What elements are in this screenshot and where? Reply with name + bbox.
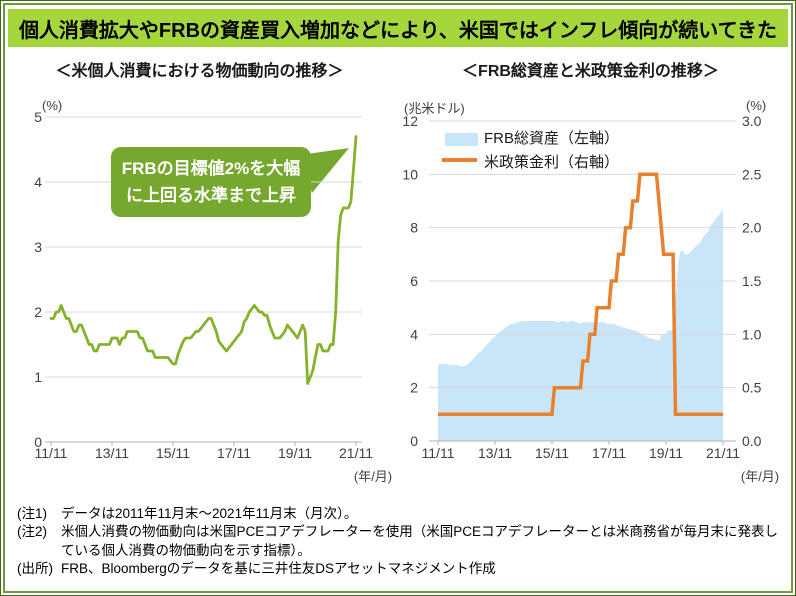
svg-text:19/11: 19/11 [649,445,683,461]
svg-text:21/11: 21/11 [339,445,373,461]
svg-text:12: 12 [402,113,418,129]
svg-text:13/11: 13/11 [478,445,512,461]
policy-rate-legend-label: 米政策金利（右軸） [484,154,620,171]
left-chart-title: ＜米個人消費における物価動向の推移＞ [55,63,344,80]
svg-text:0: 0 [410,433,418,449]
svg-text:0.5: 0.5 [742,380,762,396]
callout-line-1: FRBの目標値2%を大幅 [121,158,301,178]
svg-text:15/11: 15/11 [156,445,190,461]
svg-text:4: 4 [410,326,418,342]
policy-rate-legend-swatch [442,158,477,162]
svg-text:1.5: 1.5 [742,273,762,289]
svg-text:2.0: 2.0 [742,220,762,236]
svg-text:2: 2 [410,380,418,396]
svg-text:13/11: 13/11 [95,445,129,461]
footnotes: (注1) データは2011年11月末～2021年11月末（月次）。 (注2) 米… [17,505,779,578]
right-chart-x-unit: (年/月) [740,469,780,484]
source-note-label: (出所) [17,561,53,577]
frb-assets-legend-label: FRB総資産（左軸） [484,130,620,147]
footnote-2-label: (注2) [17,524,47,540]
svg-text:21/11: 21/11 [706,445,740,461]
page-title: 個人消費拡大やFRBの資産買入増加などにより、米国ではインフレ傾向が続いてきた [8,9,788,47]
svg-text:1.0: 1.0 [742,326,762,342]
right-chart-left-y-unit: (兆米ドル) [404,101,465,116]
svg-text:11/11: 11/11 [35,445,68,461]
footnote-1: (注1) データは2011年11月末～2021年11月末（月次）。 [17,505,779,523]
frb-assets-legend-swatch [445,133,478,146]
right-chart-title: ＜FRB総資産と米政策金利の推移＞ [462,63,719,80]
footnote-2: (注2) 米個人消費の物価動向は米国PCEコアデフレーターを使用（米国PCEコア… [17,523,779,560]
footnote-2-text: 米個人消費の物価動向は米国PCEコアデフレーターを使用（米国PCEコアデフレータ… [61,524,779,558]
source-note-text: FRB、Bloombergのデータを基に三井住友DSアセットマネジメント作成 [61,561,496,577]
left-chart-x-unit: (年/月) [353,469,393,484]
svg-text:2: 2 [34,304,42,320]
left-chart-y-unit: (%) [42,98,63,113]
svg-text:8: 8 [410,220,418,236]
callout-annotation: FRBの目標値2%を大幅 に上回る水準まで上昇 [111,147,311,217]
footnote-1-text: データは2011年11月末～2021年11月末（月次）。 [61,506,358,521]
svg-text:19/11: 19/11 [278,445,312,461]
svg-text:1: 1 [34,369,42,385]
svg-text:17/11: 17/11 [592,445,626,461]
svg-text:0: 0 [34,434,42,450]
callout-line-2: に上回る水準まで上昇 [126,186,296,205]
svg-text:0.0: 0.0 [742,433,762,449]
svg-text:17/11: 17/11 [217,445,251,461]
svg-text:11/11: 11/11 [422,445,455,461]
svg-text:2.5: 2.5 [742,166,762,182]
footnote-1-label: (注1) [17,506,47,521]
svg-text:10: 10 [402,166,418,182]
source-note: (出所) FRB、Bloombergのデータを基に三井住友DSアセットマネジメン… [17,560,779,578]
svg-text:3.0: 3.0 [742,113,762,129]
infographic-inner-border: 0 1 2 3 4 5 11/11 13/11 15/11 17/11 19/11 21/11 0 0.0… [3,3,793,593]
svg-text:15/11: 15/11 [535,445,569,461]
svg-text:6: 6 [410,273,418,289]
right-chart-right-y-unit: (%) [746,98,767,113]
svg-text:4: 4 [34,174,42,190]
svg-text:5: 5 [34,109,42,125]
svg-text:3: 3 [34,239,42,255]
